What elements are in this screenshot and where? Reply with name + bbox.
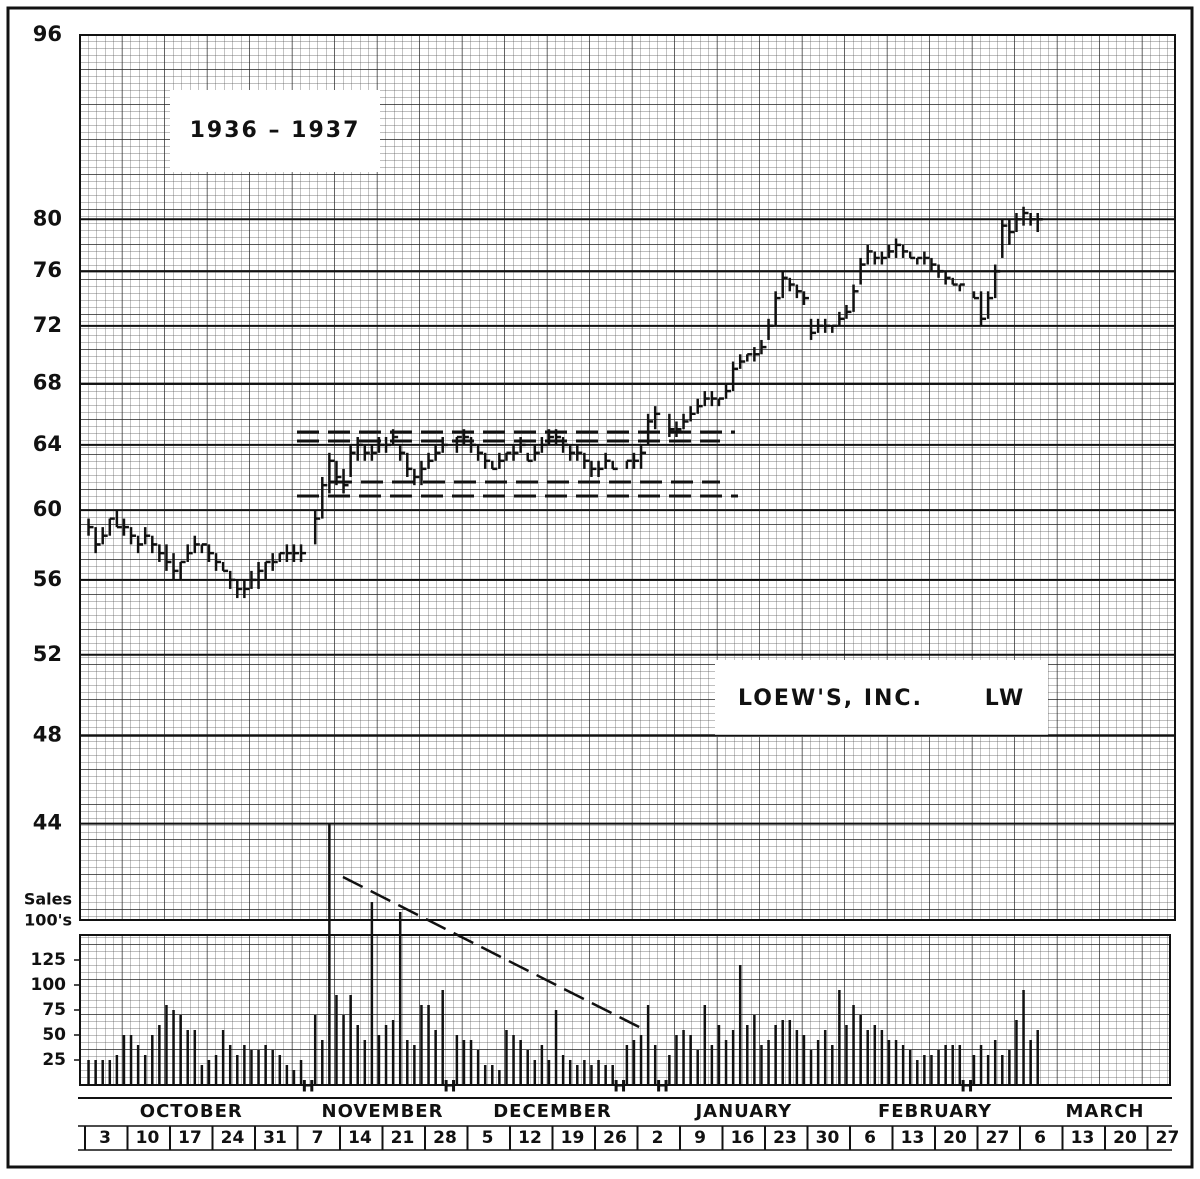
week-label: 30 <box>816 1128 840 1148</box>
volume-tick-label: 75 <box>42 1000 66 1020</box>
week-label: 16 <box>731 1128 755 1148</box>
week-label: 23 <box>773 1128 797 1148</box>
week-label: 6 <box>1034 1128 1046 1148</box>
range-lines <box>297 430 738 1032</box>
month-label: MARCH <box>1066 1101 1145 1122</box>
holiday-marker: H <box>301 1077 314 1096</box>
month-label: DECEMBER <box>493 1101 612 1122</box>
y-tick-label: 60 <box>33 497 62 521</box>
symbol: LW <box>985 686 1026 711</box>
holiday-marker: H <box>960 1077 973 1096</box>
volume-tick-label: 100 <box>31 975 67 995</box>
volume-label-unit: 100's <box>24 911 72 930</box>
holiday-marker: H <box>656 1077 669 1096</box>
volume-label: Sales <box>24 890 72 909</box>
week-label: 5 <box>482 1128 494 1148</box>
week-label: 27 <box>1156 1128 1180 1148</box>
holiday-marker: H <box>443 1077 456 1096</box>
title-box <box>170 90 380 172</box>
week-label: 26 <box>603 1128 627 1148</box>
y-tick-label: 96 <box>33 22 62 46</box>
y-tick-label: 68 <box>33 371 62 395</box>
week-label: 28 <box>433 1128 457 1148</box>
volume-tick-label: 125 <box>31 950 67 970</box>
y-tick-label: 72 <box>33 313 62 337</box>
week-label: 2 <box>652 1128 664 1148</box>
week-label: 19 <box>561 1128 585 1148</box>
y-tick-label: 44 <box>33 811 62 835</box>
week-label: 12 <box>518 1128 542 1148</box>
frame <box>6 6 1194 1169</box>
company-box <box>715 660 1048 737</box>
holiday-marker: H <box>613 1077 626 1096</box>
volume-tick-label: 25 <box>42 1050 66 1070</box>
week-label: 13 <box>1071 1128 1095 1148</box>
week-label: 27 <box>986 1128 1010 1148</box>
y-tick-label: 80 <box>33 206 62 230</box>
y-tick-label: 64 <box>33 432 62 456</box>
week-label: 31 <box>263 1128 287 1148</box>
month-label: OCTOBER <box>140 1101 243 1122</box>
week-label: 20 <box>943 1128 967 1148</box>
month-label: JANUARY <box>693 1101 792 1122</box>
week-label: 24 <box>221 1128 245 1148</box>
week-label: 17 <box>178 1128 202 1148</box>
volume-trend-line <box>342 875 646 1032</box>
y-tick-label: 52 <box>33 642 62 666</box>
chart-title: 1936 – 1937 <box>190 118 361 143</box>
month-label: NOVEMBER <box>322 1101 444 1122</box>
week-label: 7 <box>312 1128 324 1148</box>
week-label: 9 <box>694 1128 706 1148</box>
week-label: 6 <box>864 1128 876 1148</box>
y-tick-label: 48 <box>33 723 62 747</box>
y-tick-label: 56 <box>33 567 62 591</box>
week-label: 14 <box>348 1128 372 1148</box>
week-label: 13 <box>901 1128 925 1148</box>
y-tick-label: 76 <box>33 258 62 282</box>
week-label: 3 <box>99 1128 111 1148</box>
week-label: 20 <box>1113 1128 1137 1148</box>
company-name: LOEW'S, INC. <box>738 686 923 711</box>
volume-tick-label: 50 <box>42 1025 66 1045</box>
week-label: 21 <box>391 1128 415 1148</box>
week-label: 10 <box>136 1128 160 1148</box>
month-label: FEBRUARY <box>878 1101 992 1122</box>
